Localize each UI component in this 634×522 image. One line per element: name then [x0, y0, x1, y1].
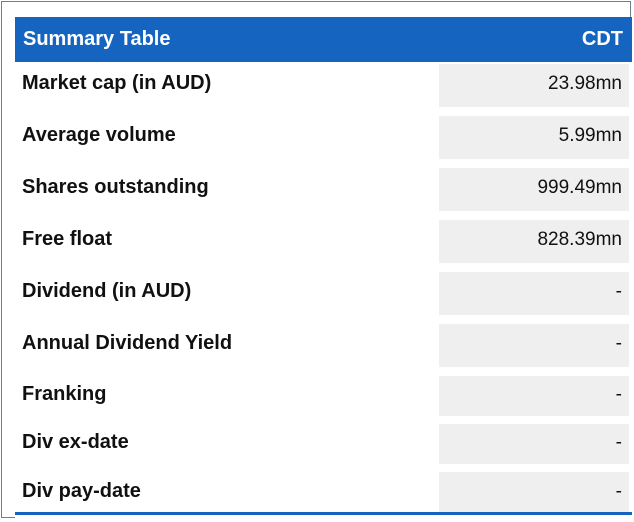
row-value: 23.98mn [548, 73, 622, 94]
row-value: - [615, 333, 622, 354]
row-value: 5.99mn [558, 125, 622, 146]
summary-table-body: Market cap (in AUD) 23.98mn Average volu… [15, 62, 632, 522]
value-cell: - [439, 376, 629, 416]
row-label: Dividend (in AUD) [22, 280, 192, 302]
row-value: - [615, 481, 622, 502]
row-value: 828.39mn [537, 229, 622, 250]
table-row-shares-outstanding: Shares outstanding 999.49mn [15, 166, 632, 218]
row-value: - [615, 384, 622, 405]
value-cell: - [439, 272, 629, 315]
table-row-dividend: Dividend (in AUD) - [15, 270, 632, 322]
summary-table-header: Summary Table CDT [15, 17, 632, 62]
table-bottom-rule [15, 512, 632, 515]
value-cell: - [439, 472, 629, 515]
value-cell: - [439, 324, 629, 367]
table-row-market-cap: Market cap (in AUD) 23.98mn [15, 62, 632, 114]
value-cell: 999.49mn [439, 168, 629, 211]
value-cell: 23.98mn [439, 64, 629, 107]
value-cell: 5.99mn [439, 116, 629, 159]
table-row-free-float: Free float 828.39mn [15, 218, 632, 270]
table-row-average-volume: Average volume 5.99mn [15, 114, 632, 166]
row-label: Div pay-date [22, 480, 141, 502]
row-label: Market cap (in AUD) [22, 72, 212, 94]
row-value: - [615, 432, 622, 453]
row-value: - [615, 281, 622, 302]
row-label: Average volume [22, 124, 176, 146]
row-label: Shares outstanding [22, 176, 209, 198]
table-row-franking: Franking - [15, 374, 632, 422]
ticker-label: CDT [581, 28, 623, 50]
row-label: Franking [22, 383, 107, 405]
table-row-annual-dividend-yield: Annual Dividend Yield - [15, 322, 632, 374]
summary-table-title: Summary Table [23, 28, 171, 50]
row-label: Free float [22, 228, 113, 250]
row-label: Div ex-date [22, 431, 129, 453]
value-cell: - [439, 424, 629, 464]
table-row-div-ex-date: Div ex-date - [15, 422, 632, 470]
row-value: 999.49mn [537, 177, 622, 198]
value-cell: 828.39mn [439, 220, 629, 263]
row-label: Annual Dividend Yield [22, 332, 233, 354]
